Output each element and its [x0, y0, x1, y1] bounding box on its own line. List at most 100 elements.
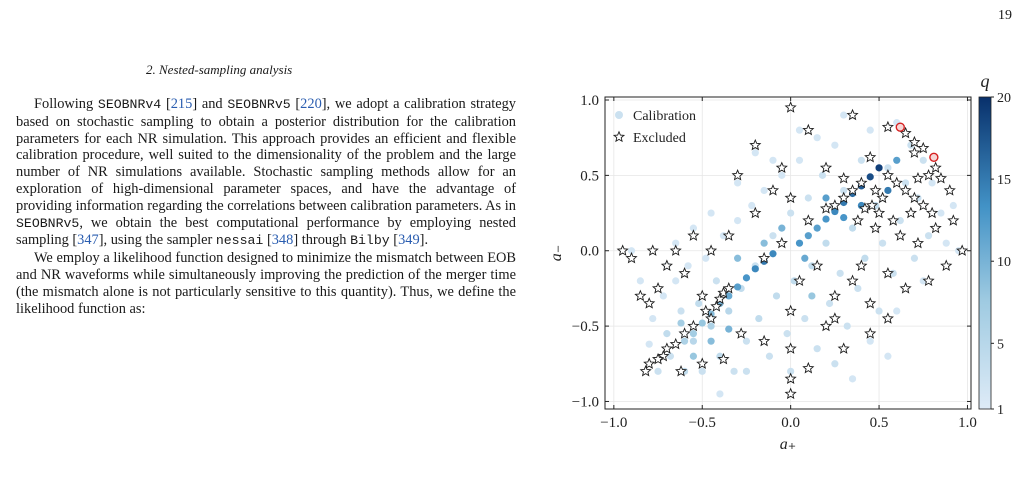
calibration-point — [795, 126, 804, 134]
excluded-point — [646, 244, 659, 256]
y-tick-label: −0.5 — [572, 319, 599, 335]
excluded-point — [908, 191, 921, 204]
excluded-point — [699, 304, 712, 317]
calibration-point — [831, 141, 839, 149]
calibration-point — [937, 209, 945, 217]
calibration-point — [742, 367, 751, 375]
excluded-point — [872, 206, 886, 219]
excluded-point — [639, 364, 652, 377]
calibration-point — [878, 239, 887, 247]
calibration-point — [760, 186, 768, 195]
excluded-series — [616, 101, 969, 400]
code-seobnrv5: SEOBNRv5 — [16, 215, 80, 231]
x-tick-label: −0.5 — [689, 415, 716, 431]
calibration-point — [695, 299, 703, 308]
citation-link[interactable]: 220 — [300, 96, 322, 112]
excluded-point — [678, 266, 691, 279]
calibration-point — [698, 367, 706, 375]
excluded-point — [758, 251, 771, 264]
calibration-series — [627, 111, 963, 398]
excluded-point — [616, 244, 629, 256]
excluded-point — [696, 357, 709, 369]
text: Following — [34, 96, 98, 112]
grid-lines — [605, 97, 971, 409]
citation-link[interactable]: 347 — [77, 232, 99, 249]
x-tick-label: 0.0 — [781, 415, 800, 431]
text: ] through — [293, 232, 351, 249]
calibration-point — [924, 232, 933, 240]
excluded-point — [687, 229, 700, 241]
legend-label-excluded: Excluded — [633, 131, 686, 146]
calibration-point — [813, 345, 821, 353]
calibration-point — [831, 360, 839, 368]
calibration-point — [808, 292, 816, 300]
calibration-point — [866, 173, 874, 181]
excluded-point — [784, 342, 797, 354]
excluded-point — [851, 214, 864, 226]
excluded-point — [855, 259, 868, 271]
excluded-point — [643, 357, 656, 369]
y-tick-label: 1.0 — [580, 93, 599, 109]
excluded-point — [917, 199, 930, 211]
calibration-point — [795, 239, 804, 247]
excluded-point — [899, 282, 912, 294]
calibration-point — [645, 340, 653, 348]
calibration-point — [866, 337, 874, 345]
excluded-point — [943, 184, 956, 196]
calibration-point — [772, 292, 781, 300]
excluded-point — [749, 206, 762, 219]
calibration-point — [919, 156, 927, 164]
calibration-point — [730, 367, 738, 375]
excluded-point — [705, 312, 718, 324]
excluded-point — [934, 172, 948, 184]
excluded-point — [784, 101, 797, 113]
excluded-point — [917, 141, 930, 154]
excluded-point — [908, 135, 921, 148]
calibration-point — [742, 337, 751, 345]
calibration-point — [825, 299, 834, 308]
excluded-point — [947, 214, 960, 226]
excluded-point — [669, 337, 682, 350]
citation-link[interactable]: 348 — [271, 232, 294, 249]
y-axis-label: a₋ — [548, 245, 565, 261]
colorbar-tick-label: 20 — [997, 91, 1011, 106]
excluded-point — [864, 327, 877, 339]
excluded-point — [669, 244, 682, 256]
calibration-point — [707, 322, 715, 330]
text: [ — [389, 232, 399, 249]
calibration-point — [725, 307, 733, 315]
page-number: 19 — [998, 8, 1012, 23]
text: ], using the sampler — [98, 232, 216, 249]
calibration-point — [861, 254, 869, 262]
calibration-point — [843, 322, 851, 330]
calibration-point — [627, 247, 636, 255]
y-tick-label: 0.5 — [580, 168, 599, 184]
calibration-point — [884, 352, 892, 360]
excluded-point — [929, 221, 942, 234]
code-seobnrv5: SEOBNRv5 — [227, 97, 291, 112]
excluded-point — [899, 184, 912, 196]
text: , we obtain the best computational perfo… — [16, 214, 516, 249]
citation-link[interactable]: 349 — [398, 232, 420, 249]
excluded-point — [858, 202, 871, 214]
calibration-point — [787, 367, 795, 375]
excluded-point — [837, 191, 850, 204]
legend-marker-calibration — [615, 111, 623, 119]
paragraph-calibration-strategy: Following SEOBNRv4 [215] and SEOBNRv5 [2… — [16, 96, 516, 250]
excluded-point — [837, 342, 850, 354]
calibration-point — [734, 216, 742, 225]
excluded-point — [894, 229, 907, 241]
highlighted-point — [895, 122, 905, 132]
excluded-point — [922, 274, 935, 287]
citation-link[interactable]: 215 — [170, 96, 193, 112]
excluded-point — [643, 297, 656, 309]
calibration-point — [875, 307, 883, 315]
excluded-point — [846, 108, 859, 121]
excluded-point — [660, 259, 673, 271]
calibration-point — [822, 194, 830, 202]
excluded-point — [940, 259, 953, 271]
plot-frame — [604, 96, 972, 410]
calibration-point — [769, 250, 777, 258]
excluded-point — [819, 202, 833, 214]
calibration-point — [760, 239, 768, 247]
